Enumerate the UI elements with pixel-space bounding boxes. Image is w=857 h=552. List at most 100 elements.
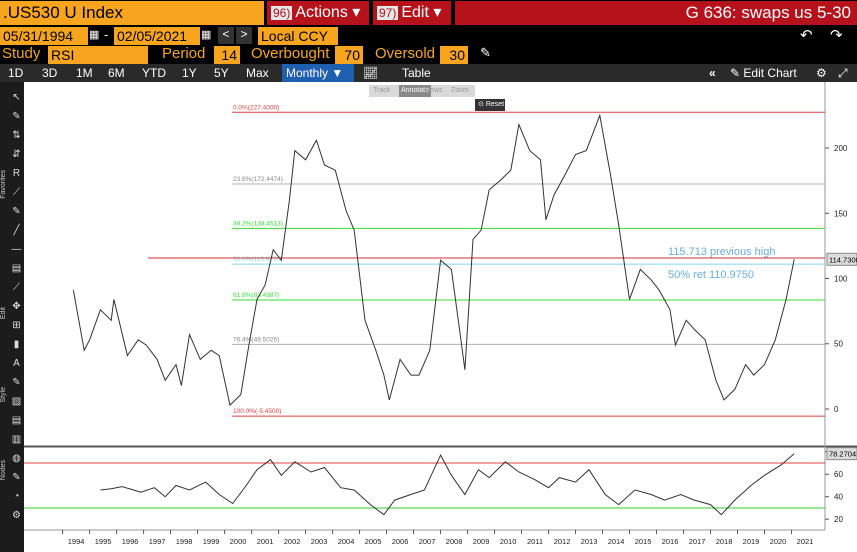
price-line xyxy=(100,453,795,516)
x-tick-label: 2005 xyxy=(365,537,382,546)
x-tick-label: 2001 xyxy=(257,537,274,546)
prev-button[interactable]: < xyxy=(218,27,234,44)
date-separator: - xyxy=(104,27,109,42)
oversold-field[interactable]: 30 xyxy=(440,46,468,64)
x-tick-label: 2009 xyxy=(473,537,490,546)
period-field[interactable]: 14 xyxy=(214,46,240,64)
x-tick-label: 2019 xyxy=(743,537,760,546)
x-tick-label: 1995 xyxy=(95,537,112,546)
reset-label: Reset xyxy=(485,101,505,108)
actions-menu[interactable]: 96) Actions ▾ xyxy=(267,1,369,25)
period-button[interactable]: 5Y xyxy=(214,66,229,80)
x-tick-label: 2021 xyxy=(797,537,814,546)
chart-background xyxy=(24,82,857,552)
collapse-icon[interactable]: « xyxy=(709,66,716,80)
oversold-label: Oversold xyxy=(375,45,436,62)
chart-tool[interactable]: Track xyxy=(373,87,391,94)
page-title: G 636: swaps us 5-30 xyxy=(455,1,857,25)
x-tick-label: 1999 xyxy=(203,537,220,546)
y-tick-label: 150 xyxy=(834,209,848,218)
redo-icon[interactable]: ↷ xyxy=(830,27,843,44)
reset-button[interactable]: ⊙ Reset xyxy=(475,99,505,111)
y-tick-label: 200 xyxy=(834,144,848,153)
x-tick-label: 2002 xyxy=(284,537,301,546)
chart-type-icon[interactable]: 📈︎ xyxy=(363,66,379,80)
x-tick-label: 2011 xyxy=(527,537,543,546)
fib-label: 50.0%(110.9750) xyxy=(233,256,282,263)
period-button[interactable]: 1Y xyxy=(182,66,197,80)
title-bar: .US530 U Index 96) Actions ▾ 97) Edit ▾ G … xyxy=(0,0,857,26)
study-bar: Study RSI Period 14 Overbought 70 Overso… xyxy=(0,45,857,64)
menu-number: 97) xyxy=(377,6,399,20)
chart-tools: Track Annotate News Zoom xyxy=(369,85,475,97)
chart-tool[interactable]: Zoom xyxy=(451,87,469,94)
security-field[interactable]: .US530 U Index xyxy=(0,1,264,25)
annotation: 50% ret 110.9750 xyxy=(668,269,754,281)
edit-chart-button[interactable]: ✎ Edit Chart xyxy=(730,66,797,80)
last-value-box xyxy=(826,252,857,266)
fib-label: 0.0%(227.4000) xyxy=(233,104,279,111)
price-line xyxy=(72,113,795,407)
period-button[interactable]: Max xyxy=(246,66,269,80)
x-tick-label: 2003 xyxy=(311,537,328,546)
x-tick-label: 2012 xyxy=(554,537,571,546)
pencil-icon[interactable]: ✎ xyxy=(480,45,491,60)
x-tick-label: 2016 xyxy=(662,537,679,546)
y-tick-label: 50 xyxy=(834,340,843,349)
frequency-button[interactable]: Monthly ▼ xyxy=(282,64,354,82)
y-tick-label: 0 xyxy=(834,405,839,414)
last-value-label: 78.2704 xyxy=(829,450,856,459)
x-tick-label: 2004 xyxy=(338,537,355,546)
next-button[interactable]: > xyxy=(236,27,252,44)
chart-tool[interactable]: News xyxy=(425,87,443,94)
table-button[interactable]: Table xyxy=(402,66,431,80)
period-button[interactable]: YTD xyxy=(142,66,166,80)
x-tick-label: 1997 xyxy=(149,537,166,546)
x-tick-label: 2000 xyxy=(230,537,247,546)
x-tick-label: 2013 xyxy=(581,537,598,546)
end-date[interactable]: 02/05/2021 xyxy=(114,27,200,45)
fib-label: 100.0%(-5.4500) xyxy=(233,408,281,415)
period-button[interactable]: 6M xyxy=(108,66,125,80)
annotation: 115.713 previous high xyxy=(668,246,775,258)
menu-number: 96) xyxy=(271,6,293,20)
menu-label: Actions xyxy=(295,4,348,21)
date-bar: 05/31/1994 ▦ - 02/05/2021 ▦ < > Local CC… xyxy=(0,26,857,45)
period-label: Period xyxy=(162,45,206,62)
x-tick-label: 1996 xyxy=(122,537,139,546)
x-tick-label: 1994 xyxy=(68,537,85,546)
period-button[interactable]: 1M xyxy=(76,66,93,80)
x-tick-label: 2008 xyxy=(446,537,463,546)
frequency-label: Monthly xyxy=(286,66,329,80)
y-tick-label: 60 xyxy=(834,470,843,479)
currency-field[interactable]: Local CCY xyxy=(258,27,338,45)
y-tick-label: 100 xyxy=(834,275,848,284)
settings-icon[interactable]: ⚙ xyxy=(816,66,827,80)
x-tick-label: 2015 xyxy=(635,537,652,546)
chart: 0 50 100 150 200 0.0%(227.4000) 23.6%(172.4474… xyxy=(24,82,857,552)
x-tick-label: 2007 xyxy=(419,537,436,546)
fib-label: 76.4%(49.5026) xyxy=(233,336,279,343)
overbought-field[interactable]: 70 xyxy=(335,46,363,64)
expand-icon[interactable]: ⤢ xyxy=(838,66,848,80)
study-field[interactable]: RSI xyxy=(48,46,148,64)
tool-icons[interactable]: ↖ ✎ ⇅ ⇵ R ⟋ ✎ ╱ — ▤ ⟋ ✥ ⊞ ▮ A ✎ ▨ ▤ ▥ ◍ ✎ ◔ ⚙ xyxy=(11,92,22,521)
x-tick-label: 2017 xyxy=(689,537,706,546)
chart-tool[interactable]: Annotate xyxy=(399,85,432,97)
period-button[interactable]: 3D xyxy=(42,66,58,80)
menu-label: Edit xyxy=(401,4,429,21)
edit-menu[interactable]: 97) Edit ▾ xyxy=(373,1,451,25)
period-button[interactable]: 1D xyxy=(8,66,24,80)
x-tick-label: 2020 xyxy=(770,537,787,546)
fib-label: 23.6%(172.4474) xyxy=(233,176,283,183)
fib-label: 38.2%(138.4513) xyxy=(233,220,283,227)
calendar-icon[interactable]: ▦ xyxy=(201,29,212,41)
fib-label: 61.8%(83.4987) xyxy=(233,292,279,299)
undo-icon[interactable]: ↶ xyxy=(800,27,813,44)
x-tick-label: 2014 xyxy=(608,537,625,546)
calendar-icon[interactable]: ▦ xyxy=(89,29,100,41)
last-value-box xyxy=(826,447,857,461)
side-toolbar: ↖ ✎ ⇅ ⇵ R ⟋ ✎ ╱ — ▤ ⟋ ✥ ⊞ ▮ A ✎ ▨ ▤ ▥ ◍ ✎ ◔ ⚙ Favorites Edit S… xyxy=(0,82,24,552)
x-tick-label: 2006 xyxy=(392,537,409,546)
start-date[interactable]: 05/31/1994 xyxy=(0,27,88,45)
